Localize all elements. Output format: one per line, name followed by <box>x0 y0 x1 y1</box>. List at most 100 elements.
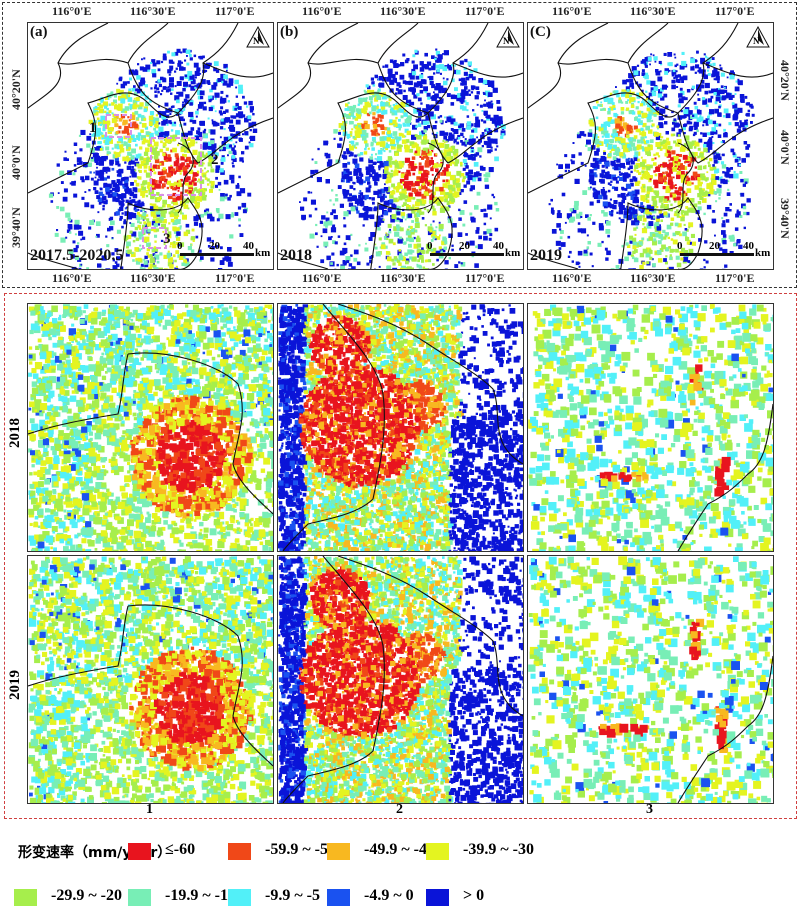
raster-pixel <box>233 152 237 155</box>
raster-pixel <box>395 87 399 91</box>
raster-pixel <box>174 70 177 73</box>
raster-pixel <box>658 176 664 182</box>
raster-pixel <box>220 73 226 79</box>
raster-pixel <box>746 198 751 203</box>
raster-pixel <box>218 110 222 114</box>
raster-pixel <box>705 118 710 123</box>
raster-pixel <box>481 145 484 148</box>
raster-pixel <box>169 212 175 218</box>
raster-pixel <box>142 208 145 212</box>
raster-pixel <box>343 224 347 228</box>
raster-pixel <box>575 213 582 219</box>
raster-pixel <box>427 243 431 247</box>
raster-pixel <box>644 74 649 80</box>
raster-pixel <box>431 65 436 71</box>
raster-pixel <box>165 114 170 119</box>
raster-pixel <box>599 178 603 183</box>
raster-pixel <box>182 101 184 104</box>
raster-pixel <box>200 213 204 218</box>
raster-pixel <box>108 218 112 221</box>
raster-pixel <box>393 197 398 203</box>
raster-pixel <box>459 123 464 128</box>
raster-pixel <box>374 97 379 102</box>
raster-pixel <box>152 73 157 78</box>
raster-pixel <box>571 208 577 214</box>
raster-pixel <box>404 144 409 149</box>
raster-pixel <box>675 209 679 213</box>
raster-pixel <box>717 184 720 187</box>
boundary-line <box>120 197 203 269</box>
raster-pixel <box>129 222 132 224</box>
raster-pixel <box>211 119 214 122</box>
raster-pixel <box>193 62 199 68</box>
raster-pixel <box>713 78 716 81</box>
raster-pixel <box>555 240 561 246</box>
raster-pixel <box>683 166 688 170</box>
raster-pixel <box>674 74 679 79</box>
raster-pixel <box>458 208 461 212</box>
raster-pixel <box>721 223 724 226</box>
raster-pixel <box>681 197 686 202</box>
raster-pixel <box>139 227 142 230</box>
raster-pixel <box>194 85 197 88</box>
raster-pixel <box>712 142 715 145</box>
raster-pixel <box>120 177 125 182</box>
raster-pixel <box>383 235 387 239</box>
raster-pixel <box>167 50 170 54</box>
raster-pixel <box>676 153 679 157</box>
raster-pixel <box>403 202 407 206</box>
raster-pixel <box>446 78 449 81</box>
raster-pixel <box>166 252 169 255</box>
raster-pixel <box>478 173 482 177</box>
raster-pixel <box>385 147 389 151</box>
raster-pixel <box>123 221 127 225</box>
raster-pixel <box>719 64 722 67</box>
raster-pixel <box>712 129 718 135</box>
raster-pixel <box>399 163 404 168</box>
raster-pixel <box>683 223 686 226</box>
raster-pixel <box>136 75 141 80</box>
raster-pixel <box>679 76 684 81</box>
raster-pixel <box>642 261 646 265</box>
raster-pixel <box>625 208 629 212</box>
raster-pixel <box>601 164 605 168</box>
raster-pixel <box>678 169 681 171</box>
raster-pixel <box>164 102 169 107</box>
raster-pixel <box>428 259 432 263</box>
raster-pixel <box>133 85 136 88</box>
raster-pixel <box>677 104 681 108</box>
raster-pixel <box>139 266 143 269</box>
raster-pixel <box>368 111 372 115</box>
raster-pixel <box>435 226 438 229</box>
study-area-box <box>142 227 167 249</box>
raster-pixel <box>353 115 356 118</box>
raster-pixel <box>437 197 442 201</box>
raster-pixel <box>193 182 197 186</box>
raster-pixel <box>361 126 366 130</box>
raster-pixel <box>462 136 465 138</box>
raster-pixel <box>182 87 186 92</box>
raster-pixel <box>231 147 235 151</box>
raster-pixel <box>338 129 341 132</box>
raster-pixel <box>160 216 164 221</box>
raster-pixel <box>152 164 157 169</box>
raster-pixel <box>653 86 659 91</box>
raster-pixel <box>135 260 140 265</box>
raster-pixel <box>154 90 157 93</box>
raster-pixel <box>145 194 149 198</box>
raster-pixel <box>327 159 333 164</box>
raster-pixel <box>631 66 637 72</box>
raster-pixel <box>408 180 414 186</box>
raster-pixel <box>679 216 682 218</box>
raster-pixel <box>379 161 383 164</box>
raster-pixel <box>132 193 138 199</box>
raster-pixel <box>654 157 657 160</box>
raster-pixel <box>97 133 100 136</box>
raster-pixel <box>703 53 706 56</box>
raster-pixel <box>703 144 707 148</box>
raster-pixel <box>686 120 691 125</box>
raster-pixel <box>418 186 422 189</box>
raster-pixel <box>416 243 422 248</box>
raster-pixel <box>396 259 401 263</box>
raster-pixel <box>701 176 706 180</box>
